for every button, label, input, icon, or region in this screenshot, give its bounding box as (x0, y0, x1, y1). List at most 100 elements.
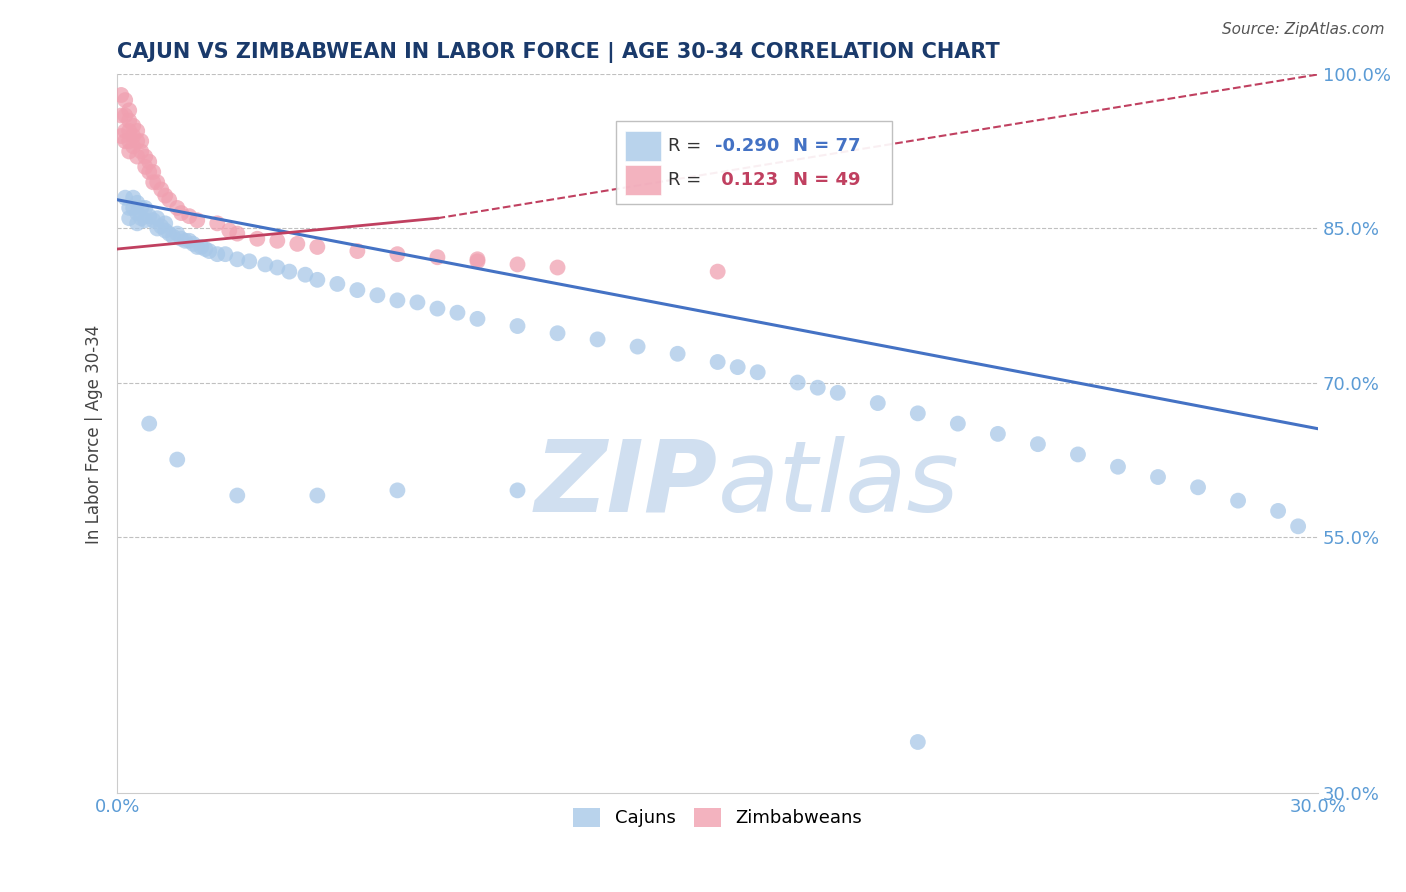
Point (181, 236, 204, 251)
Point (198, 244, 221, 258)
Point (467, 254, 489, 268)
Point (127, 134, 149, 148)
Text: N = 77: N = 77 (793, 136, 860, 154)
Point (138, 154, 160, 169)
Point (170, 206, 193, 220)
Text: atlas: atlas (717, 435, 959, 533)
Point (118, 134, 141, 148)
Point (866, 396, 889, 410)
Point (706, 265, 728, 279)
Point (114, 134, 136, 148)
Point (1067, 447, 1090, 461)
Point (134, 160, 156, 174)
Point (1107, 459, 1129, 474)
Text: R =: R = (668, 171, 707, 189)
Point (246, 232, 269, 246)
Point (238, 254, 260, 268)
Point (346, 244, 368, 258)
Text: CAJUN VS ZIMBABWEAN IN LABOR FORCE | AGE 30-34 CORRELATION CHART: CAJUN VS ZIMBABWEAN IN LABOR FORCE | AGE… (117, 42, 1000, 62)
Point (186, 213, 208, 227)
Point (190, 240, 212, 254)
Point (987, 426, 1010, 441)
Point (186, 240, 208, 254)
Point (142, 165, 165, 179)
Point (207, 247, 229, 261)
Legend: Cajuns, Zimbabweans: Cajuns, Zimbabweans (567, 801, 869, 835)
Point (387, 483, 409, 498)
Point (157, 227, 180, 241)
Point (827, 385, 849, 400)
Point (129, 134, 152, 148)
Point (118, 201, 141, 215)
Point (387, 293, 409, 308)
Point (129, 201, 152, 215)
Point (506, 319, 529, 334)
Point (547, 326, 569, 341)
Point (706, 355, 728, 369)
Point (129, 145, 152, 159)
Text: -0.290: -0.290 (716, 136, 780, 154)
Point (907, 406, 929, 420)
Text: R =: R = (668, 136, 707, 154)
Point (218, 223, 240, 237)
Point (114, 191, 136, 205)
Point (138, 165, 160, 179)
Point (278, 265, 301, 279)
Point (166, 201, 188, 215)
Point (150, 219, 173, 234)
Point (1227, 493, 1250, 508)
Point (110, 129, 132, 144)
Point (446, 306, 468, 320)
Point (110, 108, 132, 122)
Point (170, 232, 193, 246)
Point (122, 139, 145, 153)
Point (666, 347, 689, 361)
Point (326, 277, 349, 291)
Point (122, 129, 145, 144)
Point (134, 201, 156, 215)
Point (1187, 480, 1209, 494)
Point (162, 229, 184, 244)
Point (586, 332, 609, 346)
Point (118, 211, 141, 226)
Point (138, 417, 160, 431)
FancyBboxPatch shape (626, 165, 661, 195)
Point (114, 93, 136, 107)
Point (406, 295, 429, 310)
Point (166, 452, 188, 467)
Point (138, 209, 160, 223)
Point (146, 221, 169, 235)
Point (747, 365, 769, 379)
Point (134, 150, 156, 164)
Point (122, 201, 145, 215)
Point (118, 113, 141, 128)
Point (506, 257, 529, 271)
Point (506, 483, 529, 498)
Point (118, 103, 141, 118)
Point (207, 216, 229, 230)
Point (1147, 470, 1170, 484)
Point (118, 145, 141, 159)
Point (166, 227, 188, 241)
Point (467, 252, 489, 267)
FancyBboxPatch shape (626, 130, 661, 161)
Point (129, 211, 152, 226)
Point (114, 108, 136, 122)
Point (118, 124, 141, 138)
Point (387, 247, 409, 261)
Point (346, 283, 368, 297)
Point (727, 360, 749, 375)
Point (146, 211, 169, 226)
Point (134, 213, 156, 227)
Point (214, 247, 236, 261)
Text: 0.123: 0.123 (716, 171, 779, 189)
Point (174, 234, 197, 248)
Point (294, 268, 316, 282)
Point (114, 124, 136, 138)
Point (142, 213, 165, 227)
Point (285, 236, 308, 251)
Text: N = 49: N = 49 (793, 171, 860, 189)
Point (127, 216, 149, 230)
Point (307, 273, 329, 287)
Point (1286, 519, 1309, 533)
